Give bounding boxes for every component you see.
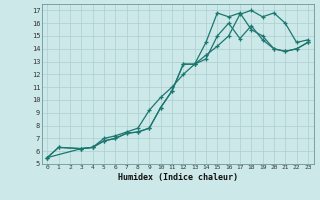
- X-axis label: Humidex (Indice chaleur): Humidex (Indice chaleur): [118, 173, 237, 182]
